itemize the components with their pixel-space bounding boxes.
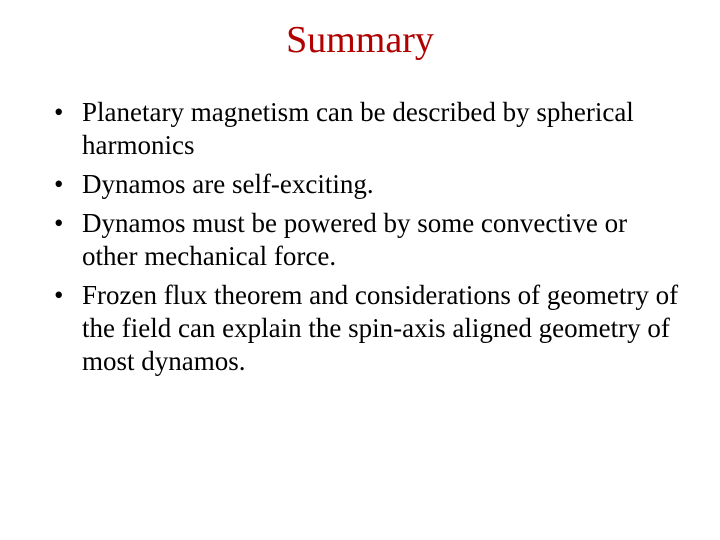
- slide-title: Summary: [40, 18, 680, 62]
- bullet-item: Frozen flux theorem and considerations o…: [52, 279, 680, 378]
- bullet-item: Dynamos must be powered by some convecti…: [52, 207, 680, 273]
- slide: Summary Planetary magnetism can be descr…: [0, 0, 720, 540]
- bullet-item: Dynamos are self-exciting.: [52, 168, 680, 201]
- bullet-list: Planetary magnetism can be described by …: [52, 96, 680, 378]
- bullet-item: Planetary magnetism can be described by …: [52, 96, 680, 162]
